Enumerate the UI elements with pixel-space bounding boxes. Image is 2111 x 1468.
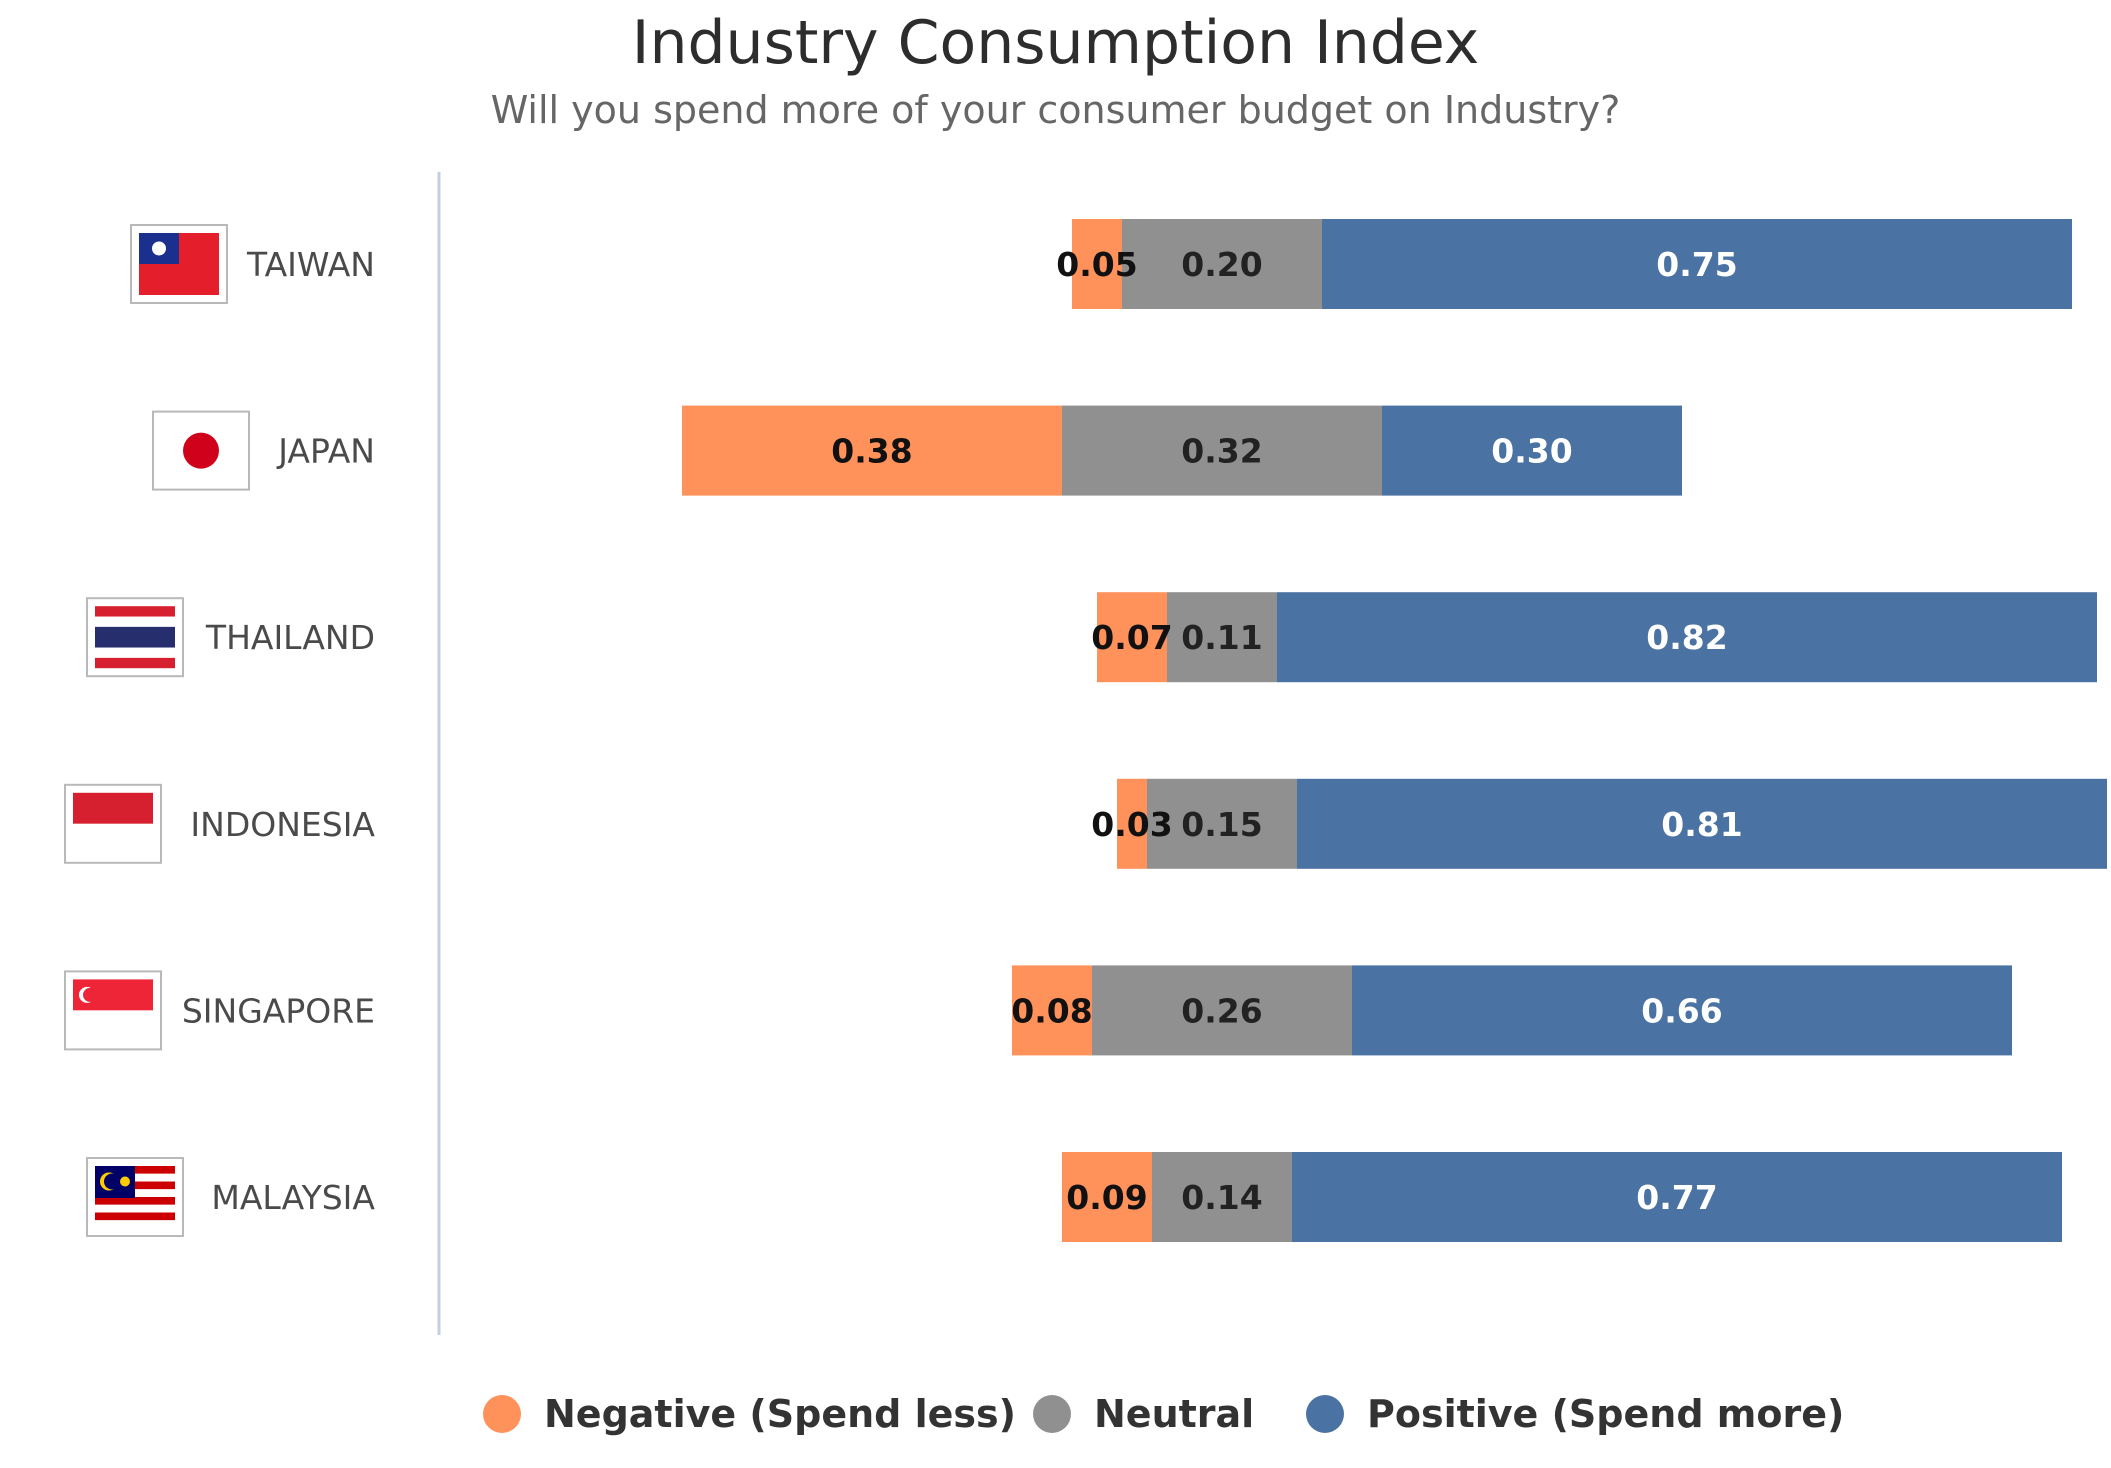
- category-label-taiwan: TAIWAN: [246, 245, 375, 284]
- legend-marker-positive: [1306, 1395, 1344, 1433]
- bars-group: [682, 219, 2107, 1242]
- value-label-neutral-thailand: 0.11: [1181, 618, 1262, 657]
- flags-group: [64, 224, 250, 1237]
- bar-negative-singapore: [1012, 965, 1092, 1056]
- value-label-positive-thailand: 0.82: [1646, 618, 1727, 657]
- bar-neutral-thailand: [1167, 592, 1277, 683]
- bar-neutral-taiwan: [1122, 219, 1322, 309]
- value-label-negative-japan: 0.38: [831, 432, 912, 471]
- bar-negative-taiwan: [1072, 219, 1122, 309]
- value-label-positive-indonesia: 0.81: [1661, 805, 1742, 844]
- bar-positive-malaysia: [1292, 1152, 2062, 1242]
- bar-positive-taiwan: [1322, 219, 2072, 309]
- value-label-negative-taiwan: 0.05: [1056, 245, 1137, 284]
- bar-neutral-indonesia: [1147, 778, 1297, 869]
- bar-negative-thailand: [1097, 592, 1167, 683]
- legend-label-neutral: Neutral: [1094, 1392, 1254, 1436]
- bar-positive-singapore: [1352, 965, 2012, 1056]
- legend-marker-neutral: [1033, 1395, 1071, 1433]
- value-label-negative-indonesia: 0.03: [1091, 805, 1172, 844]
- legend-label-positive: Positive (Spend more): [1367, 1392, 1844, 1436]
- value-label-neutral-indonesia: 0.15: [1181, 805, 1262, 844]
- category-label-japan: JAPAN: [276, 432, 375, 471]
- category-label-singapore: SINGAPORE: [182, 991, 375, 1030]
- value-label-negative-thailand: 0.07: [1091, 618, 1172, 657]
- value-label-negative-singapore: 0.08: [1011, 991, 1092, 1030]
- value-label-neutral-malaysia: 0.14: [1181, 1178, 1262, 1217]
- bar-neutral-japan: [1062, 405, 1382, 496]
- category-label-indonesia: INDONESIA: [190, 805, 375, 844]
- value-labels-group: 0.05 0.20 0.75 0.38 0.32 0.30 0.07 0.11 0.82 0.03…: [831, 245, 1742, 1217]
- legend: Negative (Spend less) Neutral Positive (Sp…: [483, 1392, 1844, 1436]
- legend-label-negative: Negative (Spend less): [544, 1392, 1016, 1436]
- bar-neutral-malaysia: [1152, 1152, 1292, 1242]
- value-label-neutral-singapore: 0.26: [1181, 991, 1262, 1030]
- singapore-flag-icon: [64, 970, 162, 1051]
- bar-negative-japan: [682, 405, 1062, 496]
- category-labels-group: TAIWAN JAPAN THAILAND INDONESIA SINGAPORE MAL…: [182, 245, 376, 1217]
- bar-negative-indonesia: [1117, 778, 1147, 869]
- category-label-thailand: THAILAND: [205, 618, 375, 657]
- value-label-positive-taiwan: 0.75: [1656, 245, 1737, 284]
- chart-subtitle: Will you spend more of your consumer bud…: [490, 88, 1621, 132]
- taiwan-flag-icon: [130, 224, 228, 304]
- bar-positive-indonesia: [1297, 778, 2107, 869]
- thailand-flag-icon: [86, 597, 184, 678]
- value-label-positive-singapore: 0.66: [1641, 991, 1722, 1030]
- value-label-neutral-taiwan: 0.20: [1181, 245, 1262, 284]
- value-label-positive-malaysia: 0.77: [1636, 1178, 1717, 1217]
- value-label-positive-japan: 0.30: [1491, 432, 1572, 471]
- indonesia-flag-icon: [64, 783, 162, 864]
- bar-negative-malaysia: [1062, 1152, 1152, 1242]
- japan-flag-icon: [152, 410, 250, 491]
- legend-marker-negative: [483, 1395, 521, 1433]
- value-label-negative-malaysia: 0.09: [1066, 1178, 1147, 1217]
- bar-neutral-singapore: [1092, 965, 1352, 1056]
- category-label-malaysia: MALAYSIA: [211, 1178, 375, 1217]
- value-label-neutral-japan: 0.32: [1181, 432, 1262, 471]
- bar-positive-thailand: [1277, 592, 2097, 683]
- bar-positive-japan: [1382, 405, 1682, 496]
- chart-title: Industry Consumption Index: [631, 8, 1480, 78]
- malaysia-flag-icon: [86, 1157, 184, 1237]
